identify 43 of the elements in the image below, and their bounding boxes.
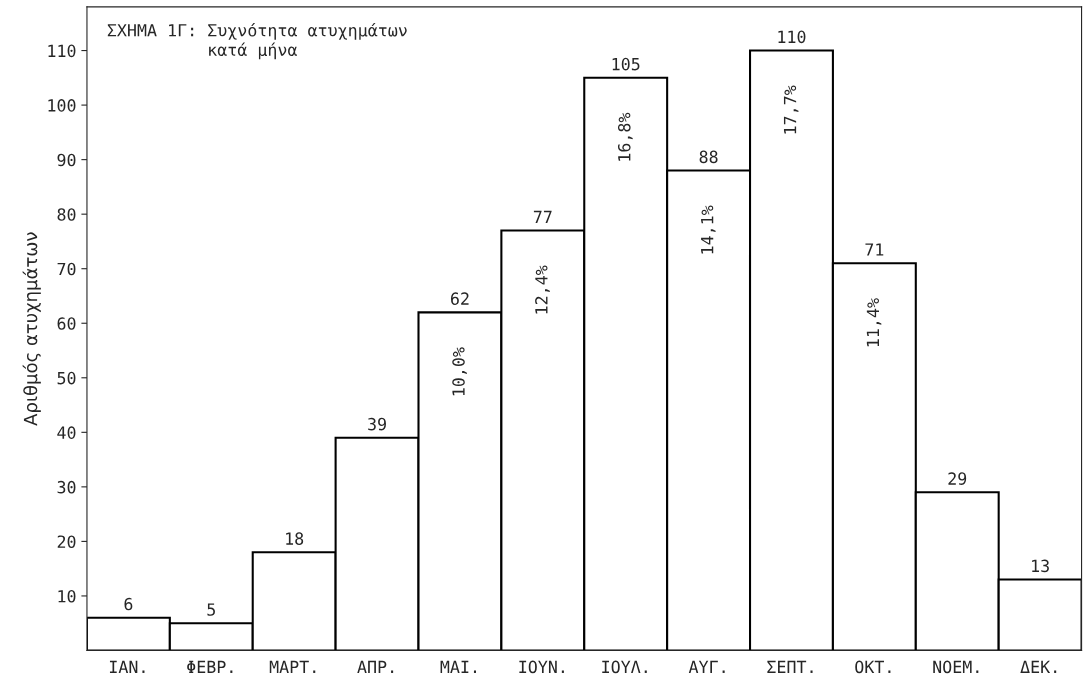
x-tick-label: ΝΟΕΜ. bbox=[933, 660, 979, 674]
x-tick-label: ΙΑΝ. bbox=[109, 660, 145, 673]
y-tick-label: 90 bbox=[57, 153, 76, 167]
annotation: 10,0% bbox=[452, 347, 467, 396]
data-label: 39 bbox=[368, 417, 386, 431]
data-label: 105 bbox=[612, 57, 640, 71]
data-label: 13 bbox=[1032, 559, 1049, 573]
data-label: 29 bbox=[948, 472, 967, 485]
x-tick-label: ΑΥΓ. bbox=[688, 660, 725, 673]
y-tick-label: 50 bbox=[57, 371, 76, 385]
x-tick-label: ΜΑΡΤ. bbox=[269, 660, 316, 673]
data-label: 18 bbox=[286, 532, 304, 545]
data-label: 77 bbox=[533, 210, 552, 223]
annotation: 17,7% bbox=[783, 85, 799, 134]
x-tick-label: ΦΕΒΡ. bbox=[187, 660, 233, 673]
data-label: 110 bbox=[778, 30, 806, 44]
x-tick-label: ΜΑΙ. bbox=[440, 660, 476, 673]
y-tick-label: 60 bbox=[57, 317, 76, 330]
annotation: 12,4% bbox=[535, 265, 550, 314]
annotation: 16,8% bbox=[617, 112, 633, 161]
y-tick-label: 110 bbox=[48, 44, 76, 58]
x-tick-label: ΣΕΠΤ. bbox=[767, 660, 813, 673]
x-tick-label: ΙΟΥΝ. bbox=[519, 660, 564, 674]
y-axis-title: Αριθμός ατυχημάτων bbox=[22, 232, 41, 426]
x-tick-label: ΑΠΡ. bbox=[357, 660, 394, 673]
y-tick-label: 10 bbox=[58, 589, 76, 603]
data-label: 5 bbox=[207, 603, 215, 616]
y-tick-label: 40 bbox=[57, 426, 76, 439]
y-tick-label: 80 bbox=[57, 208, 76, 221]
annotation: 11,4% bbox=[866, 298, 882, 347]
data-label: 62 bbox=[450, 292, 469, 305]
x-tick-label: ΔΕΚ. bbox=[1020, 660, 1057, 673]
data-label: 88 bbox=[699, 150, 718, 164]
y-tick-label: 20 bbox=[57, 535, 76, 549]
text: ΣΧΗΜΑ 1Γ: Συχνότητα ατυχημάτων κατά μήνα bbox=[107, 23, 407, 60]
data-label: 71 bbox=[865, 243, 884, 256]
y-tick-label: 30 bbox=[57, 480, 76, 494]
x-tick-label: ΙΟΥΛ. bbox=[602, 660, 647, 674]
x-tick-label: ΟΚΤ. bbox=[855, 660, 891, 674]
y-tick-label: 70 bbox=[57, 262, 76, 276]
y-tick-label: 100 bbox=[48, 99, 76, 112]
annotation: 14,1% bbox=[701, 205, 716, 254]
data-label: 6 bbox=[124, 597, 133, 611]
